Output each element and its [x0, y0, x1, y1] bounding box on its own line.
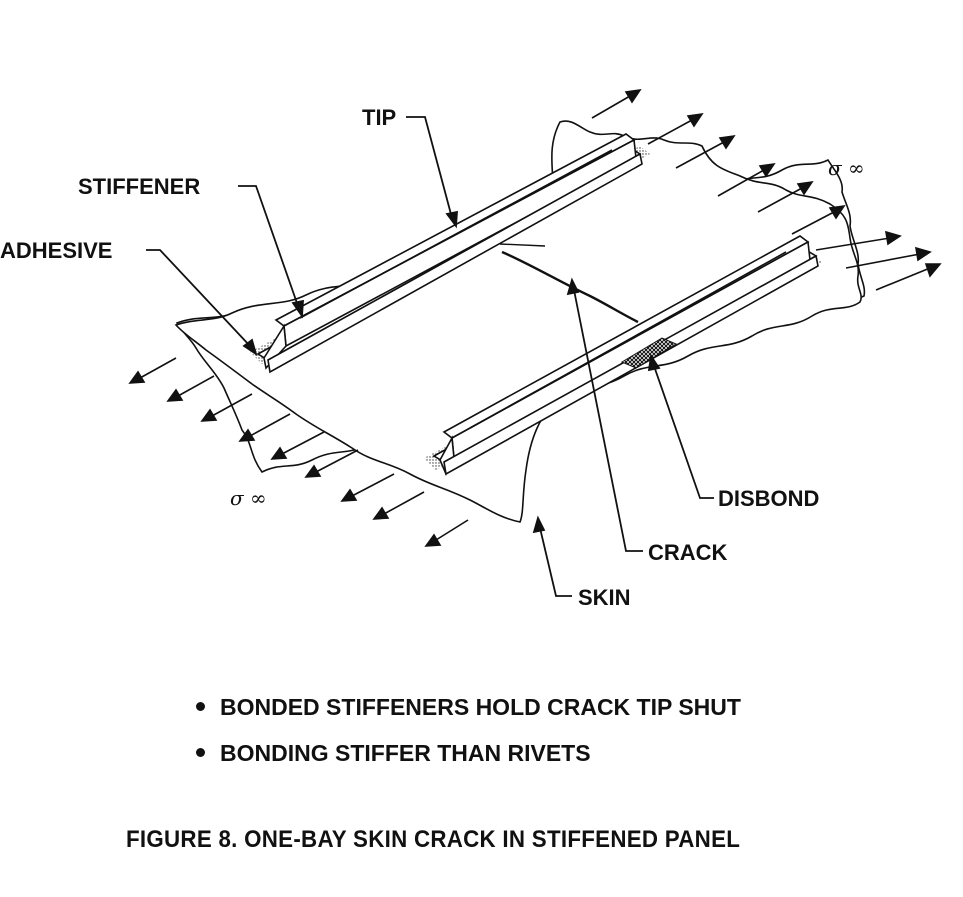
- label-crack: CRACK: [648, 540, 728, 565]
- bullet-text: BONDING STIFFER THAN RIVETS: [220, 740, 591, 766]
- crack: [501, 250, 639, 324]
- label-sigma-right: σ ∞: [828, 156, 865, 180]
- label-sigma-left: σ ∞: [230, 486, 267, 510]
- crack-edge: [499, 243, 546, 247]
- label-tip: TIP: [362, 105, 396, 130]
- stiffener-leader: [238, 185, 299, 307]
- disbond-patch: [620, 337, 678, 369]
- stiffener-left: [256, 133, 643, 374]
- leader-lines: [146, 116, 714, 597]
- bullet-item: BONDING STIFFER THAN RIVETS: [196, 740, 741, 786]
- bullet-dot: [196, 702, 205, 712]
- crack-leader: [573, 289, 643, 552]
- bullet-list: BONDED STIFFENERS HOLD CRACK TIP SHUT BO…: [196, 694, 741, 786]
- skin-leader: [539, 527, 572, 597]
- bullet-dot: [196, 748, 205, 758]
- figure-caption: FIGURE 8. ONE-BAY SKIN CRACK IN STIFFENE…: [126, 826, 741, 853]
- bullet-item: BONDED STIFFENERS HOLD CRACK TIP SHUT: [196, 694, 741, 740]
- adhesive-leader: [146, 249, 251, 347]
- arrows-lower-left: [128, 357, 469, 547]
- bullet-text: BONDED STIFFENERS HOLD CRACK TIP SHUT: [220, 694, 741, 720]
- label-adhesive: ADHESIVE: [0, 238, 112, 263]
- disbond-leader: [653, 365, 714, 499]
- label-skin: SKIN: [578, 585, 631, 610]
- arrows-upper-right: [591, 88, 942, 291]
- tip-leader: [406, 116, 453, 219]
- label-stiffener: STIFFENER: [78, 174, 200, 199]
- label-disbond: DISBOND: [718, 486, 819, 511]
